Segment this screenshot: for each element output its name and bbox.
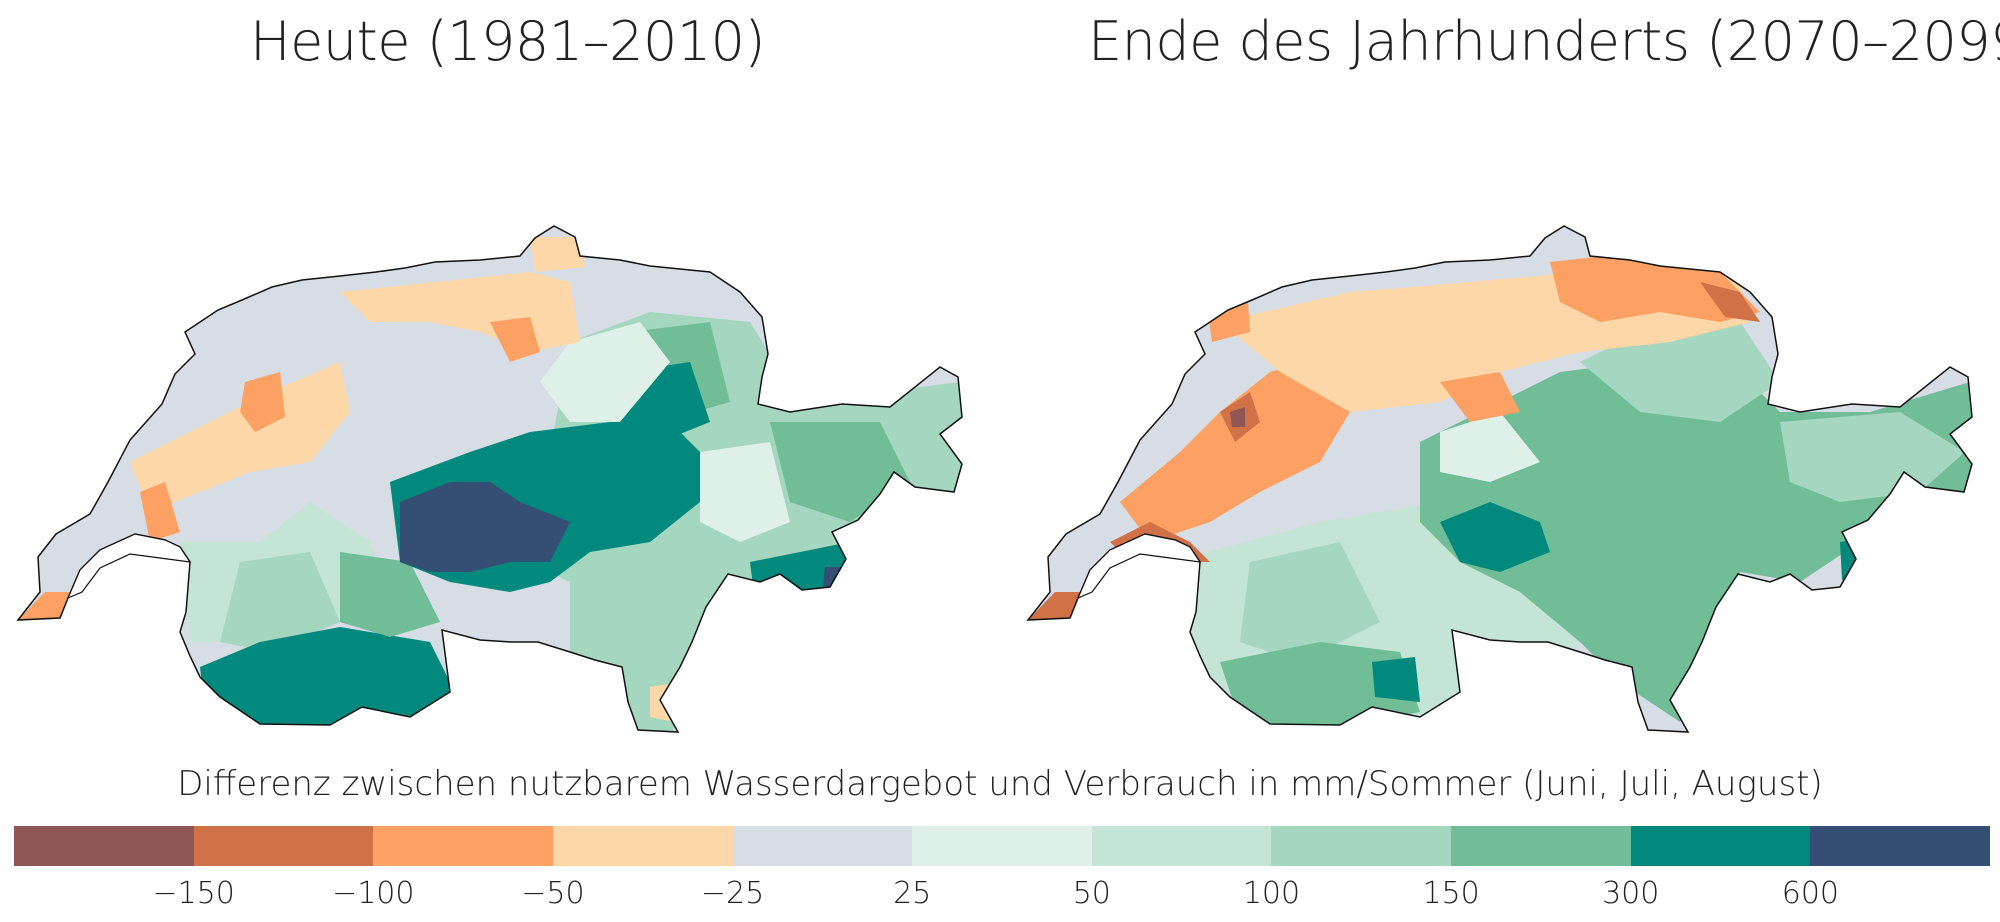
region-east-light — [700, 442, 790, 542]
region-geneva-negative — [18, 592, 72, 620]
region-north-light — [540, 322, 670, 422]
region-tessin-south-negative — [650, 682, 680, 722]
legend-title: Differenz zwischen nutzbarem Wasserdarge… — [177, 764, 1823, 804]
region-biel-extreme-negative — [1230, 407, 1245, 427]
colorbar-tick-label: −25 — [700, 876, 765, 911]
region-tessin-highest — [822, 567, 845, 602]
colorbar-swatch — [14, 826, 194, 866]
lake-geneva — [1076, 533, 1202, 600]
region-geneva-strong-negative — [1028, 592, 1082, 620]
colorbar-swatch — [912, 826, 1092, 866]
colorbar-swatch — [732, 826, 913, 866]
colorbar-tick-label: 50 — [1072, 876, 1111, 911]
region-west-mid — [1240, 542, 1380, 662]
map-today — [10, 122, 970, 737]
colorbar-swatch — [1271, 826, 1452, 866]
colorbar-swatch — [1451, 826, 1631, 866]
lake-geneva — [66, 533, 192, 600]
region-west-negative — [1120, 352, 1350, 542]
colorbar-tick-label: −50 — [521, 876, 585, 911]
region-schaffhausen-negative — [530, 237, 585, 272]
region-northeast-strong-negative — [1700, 282, 1760, 322]
colorbar-swatch — [1810, 826, 1991, 866]
colorbar-tick-label: −100 — [332, 876, 415, 911]
colorbar-tick-label: 150 — [1422, 876, 1480, 911]
colorbar-swatch — [193, 826, 374, 866]
colorbar-swatch — [1091, 826, 1272, 866]
map-end-of-century — [1020, 122, 1980, 737]
map-title-end-of-century: Ende des Jahrhunderts (2070–2099) — [1088, 10, 2000, 73]
region-central-teal — [1440, 502, 1550, 572]
region-east-light — [1780, 412, 1965, 502]
colorbar-tick-label: 25 — [893, 876, 932, 911]
region-central-light — [1440, 412, 1540, 482]
region-west-alps-mid — [220, 552, 340, 652]
colorbar-ticks: −150 −100 −50 −25 25 50 100 150 300 600 — [14, 876, 1990, 916]
colorbar-tick-label: 300 — [1602, 876, 1660, 911]
region-north-strong-negative — [490, 317, 540, 362]
region-west-strong-negative — [240, 372, 285, 432]
colorbar — [14, 826, 1991, 866]
region-graubuenden — [770, 422, 910, 522]
colorbar-tick-label: 600 — [1781, 876, 1839, 911]
region-south-wallis-teal — [1372, 657, 1420, 702]
colorbar-tick-label: −150 — [152, 876, 235, 911]
region-jura-negative — [130, 362, 350, 512]
region-alps-light — [1580, 322, 1780, 422]
region-south-wallis — [200, 627, 460, 732]
map-title-today: Heute (1981–2010) — [250, 10, 766, 73]
region-lake-negative — [140, 482, 180, 542]
colorbar-swatch — [552, 826, 733, 866]
colorbar-tick-label: 100 — [1242, 876, 1301, 911]
colorbar-swatch — [373, 826, 553, 866]
colorbar-swatch — [1630, 826, 1811, 866]
region-north-center-negative — [1440, 372, 1520, 422]
region-central-highest — [400, 482, 570, 572]
region-wallis-mid — [340, 552, 440, 637]
